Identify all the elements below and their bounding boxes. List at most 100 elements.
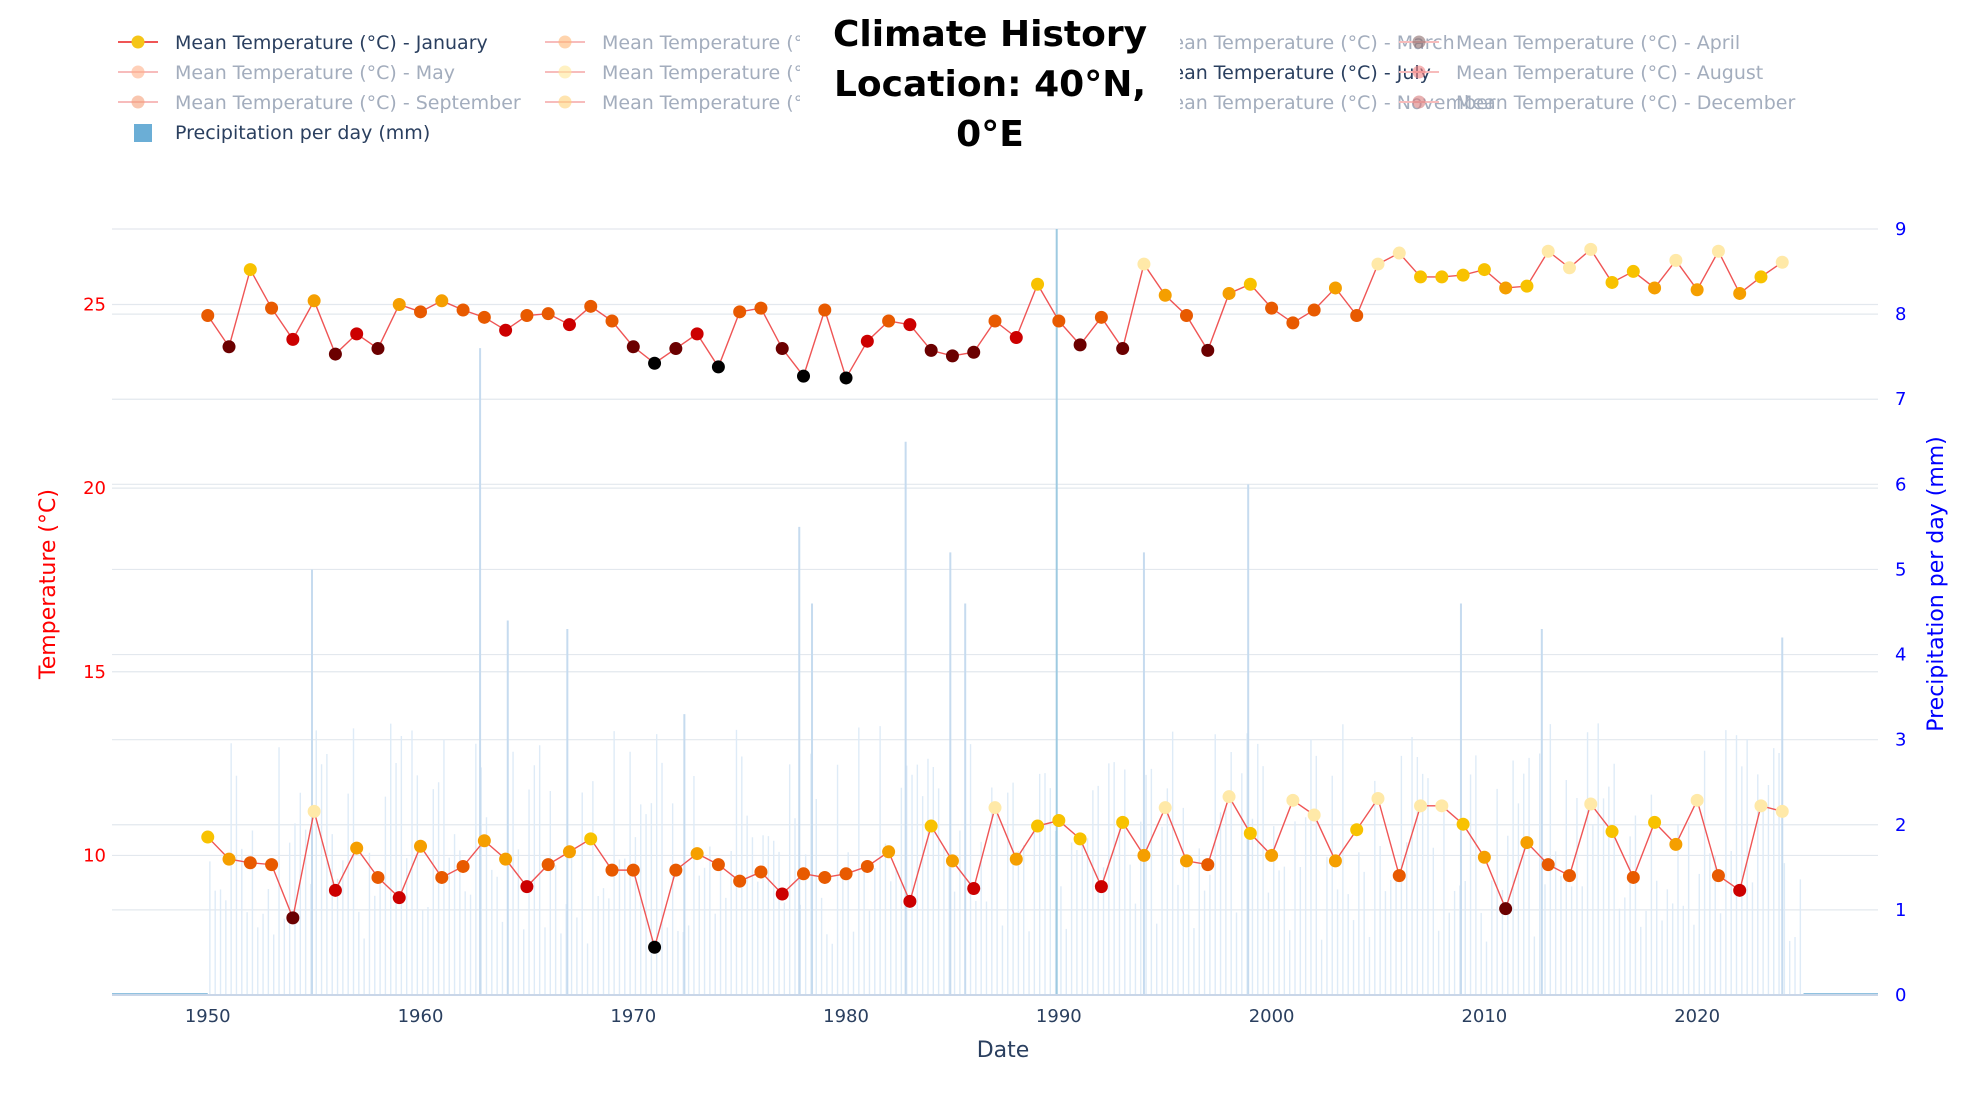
temperature-point <box>456 303 470 317</box>
temperature-point <box>1371 257 1385 271</box>
temperature-point <box>797 369 811 383</box>
temperature-point <box>711 858 725 872</box>
temperature-point <box>1243 826 1257 840</box>
temperature-point <box>222 340 236 354</box>
temperature-point <box>1116 815 1130 829</box>
legend-label: Mean Temperature (°C) - September <box>175 92 521 114</box>
temperature-point <box>541 858 555 872</box>
temperature-point <box>1648 281 1662 295</box>
temperature-point <box>669 863 683 877</box>
temperature-point <box>201 830 215 844</box>
temperature-point <box>754 865 768 879</box>
temperature-point <box>371 342 385 356</box>
y-right-tick-label: 2 <box>1895 815 1906 836</box>
temperature-point <box>988 801 1002 815</box>
temperature-point <box>967 345 981 359</box>
y-left-tick-label: 20 <box>83 478 106 499</box>
temperature-point <box>1265 848 1279 862</box>
temperature-point <box>1031 277 1045 291</box>
temperature-point <box>1669 253 1683 267</box>
temperature-point <box>1137 257 1151 271</box>
legend-label: Mean Temperature (°C) - January <box>175 32 488 54</box>
temperature-point <box>243 856 257 870</box>
temperature-point <box>733 305 747 319</box>
y-right-tick-label: 0 <box>1895 985 1906 1006</box>
temperature-point <box>839 867 853 881</box>
temperature-point <box>328 883 342 897</box>
temperature-point <box>1584 242 1598 256</box>
temperature-point <box>967 881 981 895</box>
x-tick-label: 2020 <box>1674 1006 1720 1027</box>
temperature-point <box>626 340 640 354</box>
temperature-point <box>1392 246 1406 260</box>
legend-swatch-marker <box>558 65 572 79</box>
temperature-point <box>435 870 449 884</box>
x-tick-label: 2000 <box>1249 1006 1295 1027</box>
temperature-point <box>882 845 896 859</box>
temperature-point <box>1371 791 1385 805</box>
temperature-point <box>860 334 874 348</box>
temperature-point <box>1456 268 1470 282</box>
temperature-point <box>1435 799 1449 813</box>
temperature-point <box>1562 869 1576 883</box>
temperature-point <box>1520 279 1534 293</box>
y-axis-right-title: Precipitation per day (mm) <box>1924 436 1949 732</box>
temperature-point <box>1328 854 1342 868</box>
temperature-point <box>1158 288 1172 302</box>
temperature-point <box>265 858 279 872</box>
x-tick-label: 1970 <box>610 1006 656 1027</box>
temperature-point <box>1775 804 1789 818</box>
legend-label: Mean Temperature (°C) - November <box>1156 92 1496 114</box>
temperature-point <box>1669 837 1683 851</box>
legend-swatch-bar <box>134 124 152 142</box>
temperature-point <box>1711 869 1725 883</box>
temperature-point <box>924 819 938 833</box>
temperature-point <box>392 891 406 905</box>
y-right-tick-label: 3 <box>1895 730 1906 751</box>
legend-label: Mean Temperature (°C) - May <box>175 62 455 84</box>
temperature-point <box>1307 303 1321 317</box>
legend-swatch-marker <box>558 35 572 49</box>
temperature-point <box>711 360 725 374</box>
temperature-point <box>1350 823 1364 837</box>
temperature-point <box>903 318 917 332</box>
temperature-point <box>1265 301 1279 315</box>
x-tick-label: 1950 <box>185 1006 231 1027</box>
temperature-point <box>797 867 811 881</box>
temperature-point <box>1009 852 1023 866</box>
y-right-tick-label: 1 <box>1895 900 1906 921</box>
temperature-point <box>903 894 917 908</box>
temperature-point <box>1201 858 1215 872</box>
temperature-point <box>605 314 619 328</box>
legend-label: Precipitation per day (mm) <box>175 122 430 144</box>
temperature-lines <box>201 242 1789 954</box>
temperature-point <box>648 940 662 954</box>
legend-label: Mean Temperature (°C) - August <box>1456 62 1763 84</box>
y-right-tick-label: 8 <box>1895 304 1906 325</box>
temperature-point <box>1605 275 1619 289</box>
temperature-point <box>477 834 491 848</box>
y-axis-left-title: Temperature (°C) <box>36 489 61 680</box>
temperature-point <box>307 804 321 818</box>
legend-swatch-marker <box>131 95 145 109</box>
legend-swatch-marker <box>1412 95 1426 109</box>
temperature-point <box>350 841 364 855</box>
temperature-point <box>860 859 874 873</box>
temperature-point <box>1733 286 1747 300</box>
legend-swatch-marker <box>1412 65 1426 79</box>
axes: 0 1 2 3 4 5 6 7 8 9 10 15 20 25 1950 1960 1970 1980 1990 20… <box>83 219 1906 1027</box>
temperature-point <box>882 314 896 328</box>
temperature-point <box>648 356 662 370</box>
temperature-point <box>1350 308 1364 322</box>
legend-swatch-marker <box>558 95 572 109</box>
temperature-point <box>414 839 428 853</box>
legend-label: Mean Temperature (°C) - April <box>1456 32 1740 54</box>
temperature-point <box>1541 858 1555 872</box>
temperature-point <box>1626 870 1640 884</box>
temperature-point <box>669 342 683 356</box>
temperature-point <box>988 314 1002 328</box>
temperature-point <box>605 863 619 877</box>
temperature-point <box>1605 825 1619 839</box>
temperature-point <box>1775 255 1789 269</box>
